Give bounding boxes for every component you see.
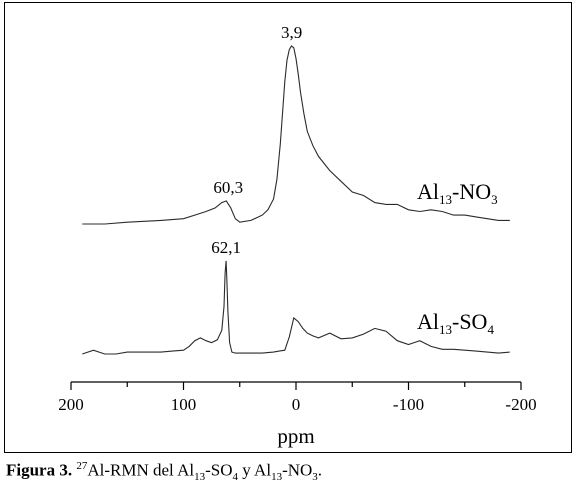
figure-frame: 3,9 60,3 62,1 Al13-NO3 Al13-SO4 200 100 0 -100… [4,2,572,453]
caption-figure-label: Figura 3. [6,460,73,480]
caption-sub-2: 4 [232,471,239,484]
peak-labels: 3,9 60,3 62,1 [211,23,302,257]
series-label-0: Al13-NO3 [417,179,498,207]
series-label-1-part-2: -SO [452,309,487,334]
caption-text-2: -SO [205,460,233,480]
caption-text-4: -NO [282,460,313,480]
series-label-1-part-1: 13 [439,322,452,337]
caption-sub-1: 13 [194,471,206,484]
caption-text-3: y Al [238,460,272,480]
x-axis-label: ppm [277,424,314,448]
series-label-1-part-0: Al [417,309,439,334]
series-label-0-part-3: 3 [491,192,498,207]
peak-label-1-0: 62,1 [211,238,241,257]
x-tick-label-0: 200 [58,395,84,414]
series-label-0-part-1: 13 [439,192,452,207]
series-label-1-part-3: 4 [487,322,494,337]
series-label-0-part-0: Al [417,179,439,204]
x-tick-label-4: -200 [505,395,536,414]
peak-label-0-1: 60,3 [213,178,243,197]
caption-sub-3: 13 [271,471,283,484]
spectra [82,45,510,355]
spectrum-line-1 [82,260,510,355]
caption-text-5: . [317,460,323,480]
series-label-1: Al13-SO4 [417,309,494,337]
caption-sub-4: 3 [312,471,318,484]
x-tick-label-1: 100 [171,395,197,414]
x-axis: 200 100 0 -100 -200 [58,381,537,414]
figure-caption: Figura 3. 27Al-RMN del Al13-SO4 y Al13-N… [6,460,322,483]
spectrum-line-0 [82,45,510,225]
series-label-0-part-2: -NO [452,179,491,204]
peak-label-0-0: 3,9 [281,23,302,42]
x-tick-label-3: -100 [393,395,424,414]
x-tick-label-2: 0 [292,395,301,414]
caption-text-1: Al-RMN del Al [87,460,195,480]
caption-superscript: 27 [76,460,88,472]
